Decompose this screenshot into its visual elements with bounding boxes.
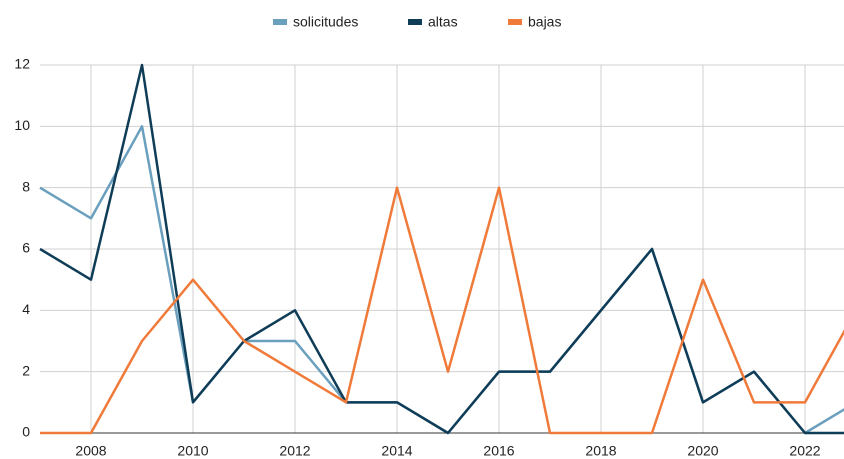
x-tick-label: 2012 [279,443,310,459]
legend-swatch [408,19,422,25]
x-tick-label: 2014 [381,443,412,459]
y-tick-label: 6 [22,240,30,256]
y-tick-label: 4 [22,301,30,317]
x-tick-label: 2022 [789,443,820,459]
legend-label: bajas [528,14,561,30]
legend-swatch [508,19,522,25]
x-tick-label: 2016 [483,443,514,459]
line-series [39,63,844,435]
line-series [39,125,844,435]
y-tick-label: 2 [22,362,30,378]
legend-label: solicitudes [293,14,358,30]
line-series [40,186,844,435]
legend-label: altas [428,14,458,30]
legend-swatch [273,19,287,25]
y-tick-label: 10 [14,117,30,133]
x-tick-label: 2020 [687,443,718,459]
plot-area [39,63,844,435]
x-tick-label: 2008 [75,443,106,459]
y-tick-label: 12 [14,56,30,72]
x-tick-label: 2018 [585,443,616,459]
y-tick-label: 8 [22,178,30,194]
y-tick-label: 0 [22,424,30,440]
x-tick-label: 2010 [177,443,208,459]
